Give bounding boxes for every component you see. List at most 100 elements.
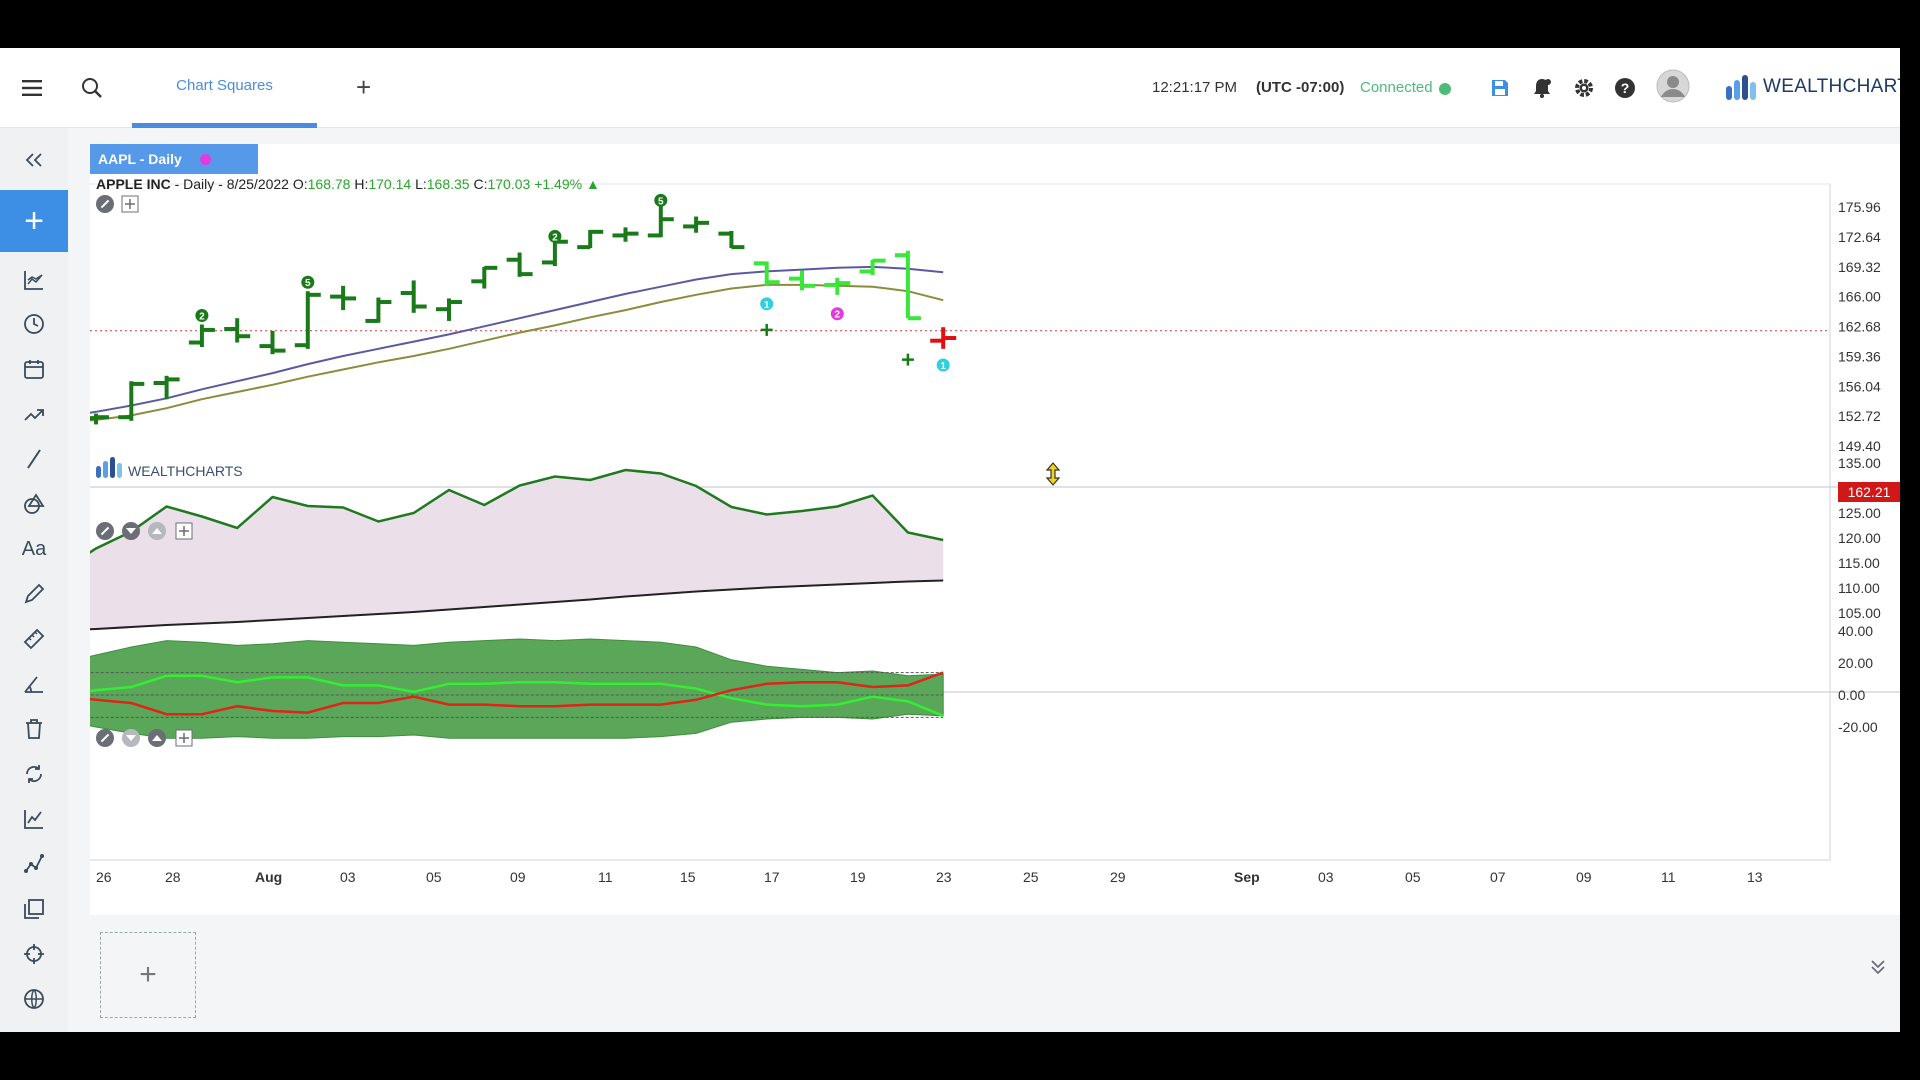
plus-glyph <box>125 199 135 209</box>
close-pane-glyph <box>100 199 110 209</box>
price-axis-tick: 159.36 <box>1838 348 1881 364</box>
time-axis-tick: 13 <box>1747 869 1763 885</box>
time-axis-tick: 11 <box>598 869 613 885</box>
time-axis-tick: 03 <box>340 869 356 885</box>
text-tool-icon[interactable]: Aa <box>21 537 47 560</box>
time-axis-tick: 11 <box>1661 869 1676 885</box>
search-icon[interactable] <box>78 74 106 102</box>
plus-glyph <box>179 526 189 536</box>
help-icon[interactable]: ? <box>1611 74 1639 102</box>
price-axis-tick: 175.96 <box>1838 199 1881 215</box>
indicator2-band-fill <box>90 638 944 739</box>
user-avatar-icon[interactable] <box>1655 68 1691 104</box>
angle-tool-icon[interactable] <box>16 666 52 702</box>
calendar-icon[interactable] <box>16 351 52 387</box>
shapes-icon[interactable] <box>16 486 52 522</box>
indicator1-axis-tick: 110.00 <box>1838 580 1880 596</box>
signal-marker <box>548 229 562 243</box>
ohlc-legend: APPLE INC - Daily - 8/25/2022 O:168.78 H… <box>96 176 600 192</box>
hamburger-menu-icon[interactable] <box>18 74 46 102</box>
timezone-label: (UTC -07:00) <box>1256 79 1345 96</box>
signal-marker-label: 5 <box>658 196 664 207</box>
price-axis-tick: 156.04 <box>1838 378 1881 394</box>
up-arrow-icon: ▲ <box>585 176 600 192</box>
add-chart-square-button[interactable]: + <box>100 932 196 1018</box>
ruler-icon[interactable] <box>16 621 52 657</box>
move-up-glyph <box>152 528 162 534</box>
price-bar <box>683 216 710 233</box>
move-up-glyph <box>152 735 162 741</box>
layers-icon[interactable] <box>16 891 52 927</box>
time-axis-tick: 03 <box>1318 869 1334 885</box>
chart-color-dot-icon[interactable] <box>199 153 211 165</box>
clock-icon[interactable] <box>16 306 52 342</box>
chart-watermark: WEALTHCHARTS <box>96 457 243 479</box>
indicator-icon[interactable] <box>16 801 52 837</box>
gear-icon[interactable] <box>1570 74 1598 102</box>
signal-marker-label: 5 <box>305 278 311 289</box>
globe-icon[interactable] <box>16 981 52 1017</box>
indicator2-axis-tick: 40.00 <box>1838 623 1873 639</box>
price-bar <box>718 230 745 250</box>
pencil-icon[interactable] <box>16 576 52 612</box>
open-value: 168.78 <box>307 176 351 192</box>
crosshair-icon[interactable] <box>16 936 52 972</box>
save-icon[interactable] <box>1486 74 1514 102</box>
trash-icon[interactable] <box>16 711 52 747</box>
time-axis-tick: 23 <box>936 869 952 885</box>
indicator2-axis-tick: 20.00 <box>1838 655 1873 671</box>
price-axis-tick: 166.00 <box>1838 289 1881 305</box>
indicator-pane-1[interactable] <box>90 468 944 631</box>
collapse-left-icon[interactable] <box>16 142 52 178</box>
chart-symbol-tab[interactable]: AAPL - Daily <box>90 144 258 174</box>
price-bar <box>753 261 780 286</box>
wealthcharts-logo: WEALTHCHARTS <box>1725 72 1900 102</box>
add-chart-button[interactable]: + <box>0 190 68 252</box>
signal-marker-label: 1 <box>764 300 770 311</box>
indicator-pane-2[interactable] <box>90 638 944 739</box>
indicator2-axis-tick: 0.00 <box>1838 687 1865 703</box>
pattern-icon[interactable] <box>16 846 52 882</box>
close-value: 170.03 <box>487 176 531 192</box>
bell-icon[interactable] <box>1528 74 1556 102</box>
chart-type-icon[interactable] <box>16 262 52 298</box>
svg-text:?: ? <box>1621 80 1630 96</box>
logo-text: WEALTHCHARTS <box>1763 76 1900 97</box>
signal-marker <box>654 193 668 207</box>
plus-marker <box>760 323 773 336</box>
signal-marker-label: 1 <box>940 361 946 372</box>
price-bar <box>930 327 957 349</box>
indicator2-red-line <box>90 671 944 716</box>
time-axis-tick: 09 <box>1576 869 1592 885</box>
time-axis-tick: 29 <box>1110 869 1126 885</box>
collapse-down-icon[interactable] <box>1870 958 1886 981</box>
price-axis-tick: 172.64 <box>1838 229 1881 245</box>
signal-marker <box>195 309 209 323</box>
price-bar <box>294 291 321 349</box>
price-pane[interactable]: 2 5 2 5 1 2 1 <box>90 193 1830 425</box>
add-tab-button[interactable]: + <box>356 72 372 102</box>
time-axis-tick: 09 <box>510 869 526 885</box>
tab-chart-squares[interactable]: Chart Squares <box>132 48 317 128</box>
time-axis-tick: 05 <box>426 869 442 885</box>
price-bar <box>224 318 251 343</box>
move-down-glyph <box>126 528 136 534</box>
watermark-bar <box>117 463 122 478</box>
change-percent: +1.49% <box>534 176 583 192</box>
line-tool-icon[interactable] <box>16 441 52 477</box>
signal-marker <box>301 275 315 289</box>
refresh-icon[interactable] <box>16 756 52 792</box>
watermark-text: WEALTHCHARTS <box>128 463 243 479</box>
price-bar <box>506 252 533 277</box>
indicator1-axis-tick: 125.00 <box>1838 505 1881 521</box>
time-axis-tick: 28 <box>165 869 181 885</box>
price-axis-tick: 162.68 <box>1838 319 1881 335</box>
trend-icon[interactable] <box>16 396 52 432</box>
plus-glyph <box>179 733 189 743</box>
time-axis-tick: 25 <box>1023 869 1039 885</box>
time-axis-tick: 26 <box>96 869 112 885</box>
price-bar <box>541 239 568 267</box>
price-bar <box>647 204 674 238</box>
